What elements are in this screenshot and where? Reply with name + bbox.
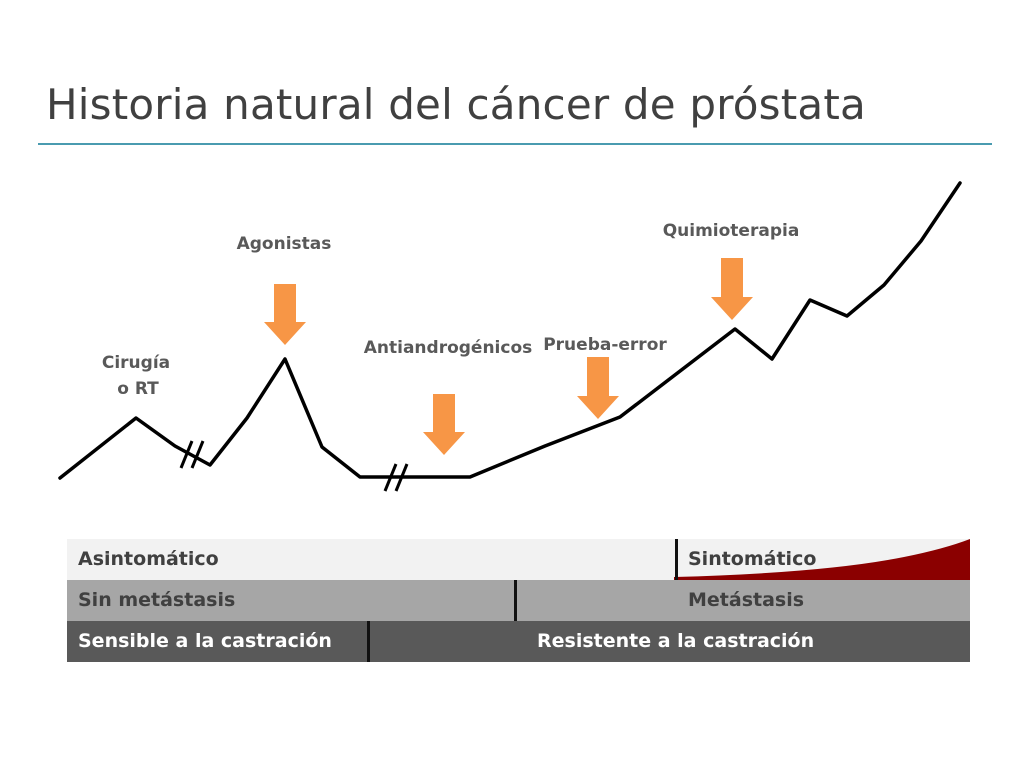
antiandrogenicos-arrow-icon (423, 394, 465, 455)
metastasis-divider (514, 580, 517, 621)
asintomatico-label: Asintomático (78, 548, 219, 570)
page-title: Historia natural del cáncer de próstata (46, 80, 866, 129)
quimioterapia-arrow-icon (711, 258, 753, 320)
symptoms-band: Asintomático Sintomático (67, 539, 970, 580)
label-agonistas: Agonistas (237, 234, 332, 254)
label-cirugia-line2: o RT (117, 379, 159, 399)
symptoms-divider (675, 539, 678, 580)
metastasis-label: Metástasis (688, 589, 805, 611)
metastasis-band: Sin metástasis Metástasis (67, 580, 970, 621)
agonistas-arrow-icon (264, 284, 306, 345)
label-prueba-error: Prueba-error (543, 335, 667, 355)
axis-break-mark-1 (179, 440, 205, 469)
disease-curve (58, 181, 962, 480)
sin-metastasis-label: Sin metástasis (78, 589, 236, 611)
sintomatico-label: Sintomático (688, 548, 817, 570)
label-cirugia-line1: Cirugía (102, 353, 170, 373)
label-antiandrogenicos: Antiandrogénicos (364, 338, 533, 358)
prueba-error-arrow-icon (577, 357, 619, 419)
label-quimioterapia: Quimioterapia (663, 221, 800, 241)
title-underline (38, 143, 992, 145)
axis-break-mark-2 (383, 463, 409, 492)
symptom-progression-wedge (674, 539, 970, 580)
castration-band: Sensible a la castración Resistente a la… (67, 621, 970, 662)
resistente-castracion-label: Resistente a la castración (537, 630, 815, 652)
castration-divider (367, 621, 370, 662)
sensible-castracion-label: Sensible a la castración (78, 630, 332, 652)
